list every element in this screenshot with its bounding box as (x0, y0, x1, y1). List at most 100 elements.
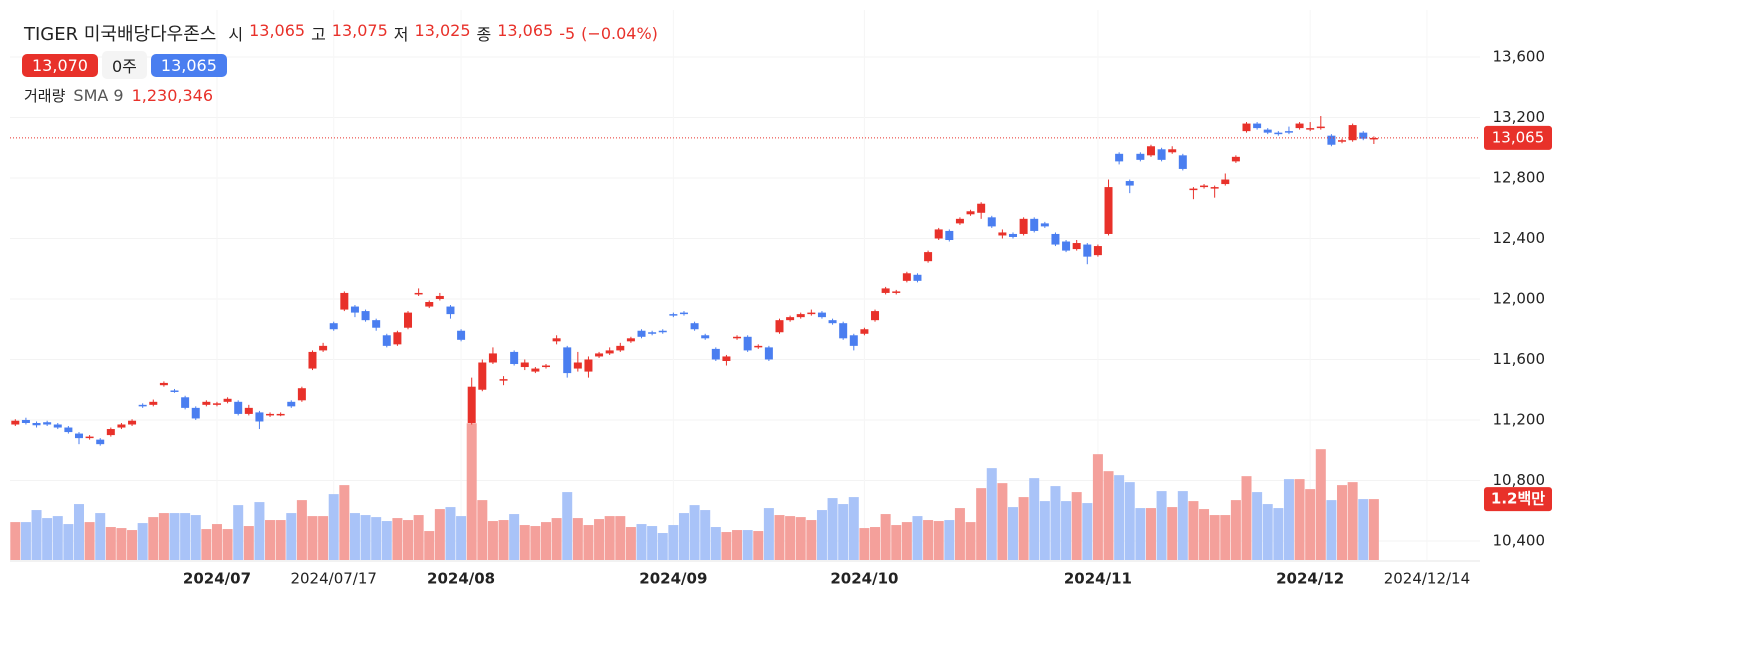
change-pct: (−0.04%) (581, 23, 658, 43)
x-tick-label: 2024/07 (183, 570, 251, 588)
candle-body (1369, 137, 1378, 140)
volume-bar (487, 521, 498, 560)
candle-body (329, 323, 338, 330)
x-tick-label: 2024/12 (1276, 570, 1344, 588)
candle-body (1083, 244, 1092, 257)
candle-body (96, 439, 105, 445)
candle-body (1316, 126, 1325, 129)
volume-bar (1337, 485, 1348, 560)
candle-body (467, 386, 476, 423)
volume-bar (31, 510, 42, 560)
volume-bar (657, 533, 668, 560)
volume-bar (413, 515, 424, 560)
volume-bar (318, 516, 329, 560)
volume-bar (551, 518, 562, 560)
candle-body (276, 413, 285, 416)
candle-body (202, 401, 211, 405)
candle-body (669, 314, 678, 316)
volume-bar (1061, 501, 1072, 560)
volume-bar (732, 530, 743, 560)
volume-bar (1114, 475, 1125, 560)
x-tick-label: 2024/08 (427, 570, 495, 588)
candle-body (871, 311, 880, 321)
volume-bar (965, 522, 976, 560)
volume-bar (1368, 499, 1379, 560)
volume-bar (1039, 501, 1050, 560)
candle-body (21, 419, 30, 423)
candle-body (255, 412, 264, 422)
candle-body (966, 211, 975, 215)
y-tick-label: 12,800 (1493, 169, 1546, 187)
candle-body (223, 398, 232, 402)
volume-bar (371, 517, 382, 560)
ohlc-label: 시 (228, 25, 244, 44)
candle-body (1306, 128, 1315, 130)
candle-body (786, 317, 795, 321)
candle-body (138, 404, 147, 407)
candle-body (64, 427, 73, 433)
candle-body (733, 336, 742, 339)
volume-bar (689, 505, 700, 560)
candle-body (1115, 153, 1124, 162)
volume-bar (10, 522, 21, 560)
candle-body (616, 345, 625, 351)
volume-bar (1188, 501, 1199, 560)
volume-bar (912, 516, 923, 560)
candle-body (74, 433, 83, 439)
volume-bar (933, 521, 944, 560)
candle-body (499, 379, 508, 381)
volume-bar (1124, 482, 1135, 560)
volume-bar (1145, 508, 1156, 560)
volume-bar (1305, 489, 1316, 560)
candle-body (817, 312, 826, 318)
candle-body (128, 420, 137, 425)
candle-body (414, 292, 423, 295)
volume-bar (243, 526, 254, 560)
candle-body (372, 320, 381, 328)
candle-body (106, 429, 115, 436)
volume-bar (976, 488, 987, 560)
candle-body (573, 362, 582, 369)
candle-body (1030, 218, 1039, 231)
candle-body (117, 424, 126, 428)
volume-bar (434, 509, 445, 560)
candle-body (159, 382, 168, 386)
candle-body (266, 413, 275, 416)
volume-bar (1262, 504, 1273, 560)
volume-bar (95, 513, 106, 560)
candle-body (998, 232, 1007, 236)
volume-bar (795, 517, 806, 560)
candle-body (711, 348, 720, 360)
y-tick-label: 11,200 (1493, 410, 1546, 428)
candle-body (987, 217, 996, 227)
x-tick-label: 2024/07/17 (290, 570, 376, 588)
candle-body (1295, 123, 1304, 129)
sma-value: 1,230,346 (131, 86, 214, 105)
volume-bar (636, 524, 647, 560)
candle-body (658, 330, 667, 333)
volume-bar (870, 527, 881, 560)
header-row: TIGER 미국배당다우존스 시 13,065 고 13,075 저 13,025 종 13,… (24, 20, 658, 46)
price-badge-label: 13,065 (1492, 128, 1545, 146)
candle-body (308, 351, 317, 369)
candle-body (1231, 156, 1240, 162)
candle-body (1178, 155, 1187, 169)
candle-body (1274, 132, 1283, 135)
candle-body (488, 353, 497, 363)
volume-bar (328, 494, 339, 560)
volume-bar (753, 531, 764, 560)
volume-bar (42, 518, 53, 560)
qty-badge: 0주 (101, 51, 147, 79)
candle-body (1242, 123, 1251, 132)
y-tick-label: 13,200 (1493, 108, 1546, 126)
y-tick-label: 12,000 (1493, 289, 1546, 307)
candle-body (181, 397, 190, 408)
volume-bar (816, 510, 827, 560)
candle-body (1051, 233, 1060, 245)
candle-body (1284, 131, 1293, 133)
volume-bar (105, 527, 116, 560)
candle-body (924, 252, 933, 262)
volume-bar (466, 423, 477, 560)
y-tick-label: 10,400 (1493, 531, 1546, 549)
volume-bar (944, 520, 955, 560)
